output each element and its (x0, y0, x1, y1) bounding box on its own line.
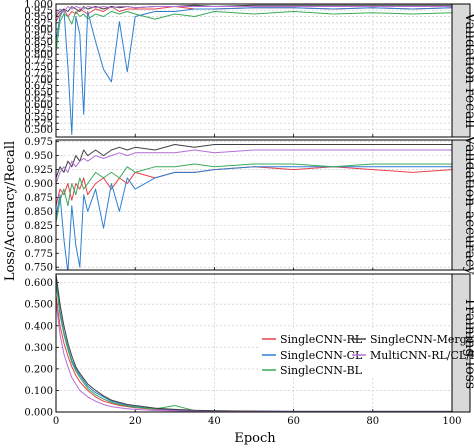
y-tick-label: 0.725 (24, 69, 53, 80)
subplots: 1.0000.9750.9500.9250.9000.8750.8500.825… (24, 0, 474, 427)
y-axis-label: Loss/Accuracy/Recall (3, 141, 18, 281)
y-tick-label: 0.500 (24, 125, 53, 136)
side-title-panel (451, 3, 471, 138)
series-line-5 (56, 6, 452, 15)
y-tick-label: 0.400 (24, 321, 53, 332)
side-title: Training loss (462, 297, 474, 389)
y-tick-label: 0.700 (24, 75, 53, 86)
y-tick-label: 0.575 (24, 106, 53, 117)
x-tick-label: 40 (208, 416, 221, 427)
x-axis-label: Epoch (234, 431, 276, 446)
y-tick-label: 0.850 (24, 37, 53, 48)
legend-label: MultiCNN-RL/CL/BL (370, 349, 474, 362)
legend-label: SingleCNN-MergeRGB (370, 333, 474, 346)
series-line-4 (56, 4, 452, 17)
x-tick-label: 100 (442, 416, 461, 427)
y-tick-label: 0.875 (24, 193, 53, 204)
y-tick-label: 0.925 (24, 165, 53, 176)
series-group (56, 4, 452, 135)
y-tick-label: 0.100 (24, 386, 53, 397)
legend-entry: SingleCNN-MergeRGB (352, 333, 474, 346)
series-line-4 (56, 144, 452, 179)
legend-entry: SingleCNN-BL (262, 364, 363, 377)
series-line-2 (56, 166, 452, 270)
y-tick-label: 0.500 (24, 300, 53, 311)
y-tick-label: 0.950 (24, 12, 53, 23)
legend-entry: SingleCNN-RL (262, 333, 363, 346)
y-axis-title: Loss/Accuracy/Recall (3, 141, 18, 281)
series-line-3 (56, 11, 452, 52)
y-tick-label: 0.650 (24, 87, 53, 98)
y-tick-label: 0.550 (24, 112, 53, 123)
y-tick-label: 0.675 (24, 81, 53, 92)
y-tick-label: 0.850 (24, 207, 53, 218)
y-tick-label: 0.525 (24, 119, 53, 130)
y-tick-label: 0.600 (24, 278, 53, 289)
y-tick-label: 0.900 (24, 25, 53, 36)
side-title-panel (451, 139, 471, 271)
subplot-1: 1.0000.9750.9500.9250.9000.8750.8500.825… (24, 0, 474, 138)
x-tick-label: 0 (53, 416, 59, 427)
side-title-panel (451, 273, 471, 413)
x-tick-label: 20 (129, 416, 142, 427)
series-group (56, 144, 452, 270)
y-tick-label: 0.750 (24, 263, 53, 274)
y-tick-label: 0.825 (24, 221, 53, 232)
legend-entry: MultiCNN-RL/CL/BL (352, 349, 474, 362)
y-tick-label: 0.775 (24, 56, 53, 67)
legend-label: SingleCNN-CL (280, 349, 363, 362)
y-tick-label: 0.000 (24, 408, 53, 419)
series-line-2 (56, 7, 452, 135)
series-line-3 (56, 163, 452, 223)
subplot-2: 0.975 0.950 0.925 0.900 0.875 0.850 0.825 0.800… (24, 134, 474, 274)
plot-area (56, 4, 452, 137)
y-tick-label: 0.800 (24, 50, 53, 61)
subplot-3: 0.600 0.500 0.400 0.300 0.200 0.100 0.000 Train… (24, 273, 474, 419)
y-tick-label: 0.975 (24, 137, 53, 148)
y-tick-label: 0.825 (24, 43, 53, 54)
y-tick-label: 0.875 (24, 31, 53, 42)
y-tick-label: 1.000 (24, 0, 53, 11)
y-tick-label: 0.800 (24, 235, 53, 246)
y-tick-label: 0.625 (24, 94, 53, 105)
series-line-5 (56, 149, 452, 184)
y-tick-label: 0.950 (24, 151, 53, 162)
x-tick-label: 80 (366, 416, 379, 427)
y-tick-label: 0.775 (24, 249, 53, 260)
side-title: Validation recall (462, 12, 474, 129)
legend-label: SingleCNN-BL (280, 364, 363, 377)
x-tick-label: 60 (287, 416, 300, 427)
legend-label: SingleCNN-RL (280, 333, 363, 346)
legend-background (258, 330, 450, 378)
y-tick-label: 0.300 (24, 343, 53, 354)
y-tick-label: 0.600 (24, 100, 53, 111)
plot-area (56, 140, 452, 270)
side-title: Validation accuracy (462, 134, 474, 274)
y-tick-label: 0.200 (24, 364, 53, 375)
y-tick-label: 0.900 (24, 179, 53, 190)
legend: SingleCNN-RL SingleCNN-MergeRGB SingleCNN-… (258, 330, 474, 378)
y-tick-label: 0.750 (24, 62, 53, 73)
y-tick-label: 0.925 (24, 18, 53, 29)
y-tick-label: 0.975 (24, 6, 53, 17)
legend-entry: SingleCNN-CL (262, 349, 363, 362)
